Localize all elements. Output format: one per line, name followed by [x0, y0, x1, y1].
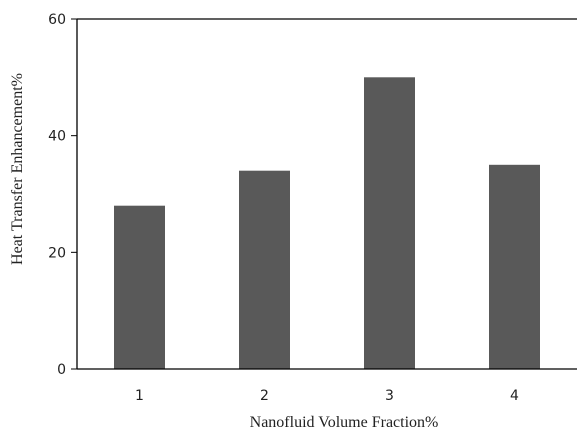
- bars: [114, 77, 540, 370]
- x-tick-label: 2: [260, 388, 269, 404]
- bar-3: [364, 77, 415, 370]
- y-axis-ticks: 0 20 40 60: [48, 12, 77, 378]
- bar-2: [239, 170, 290, 369]
- y-tick-label: 60: [48, 12, 66, 28]
- x-tick-label: 1: [135, 388, 144, 404]
- y-axis-title: Heat Transfer Enhancement%: [9, 73, 26, 265]
- y-tick-label: 0: [57, 362, 66, 378]
- axes: [76, 18, 577, 370]
- y-tick-label: 20: [48, 245, 66, 261]
- bar-4: [489, 164, 540, 369]
- y-tick-label: 40: [48, 129, 66, 145]
- x-axis-ticks: 1 2 3 4: [135, 388, 519, 404]
- x-tick-label: 4: [510, 388, 519, 404]
- x-tick-label: 3: [385, 388, 394, 404]
- x-axis-title: Nanofluid Volume Fraction%: [250, 414, 439, 431]
- bar-1: [114, 205, 165, 369]
